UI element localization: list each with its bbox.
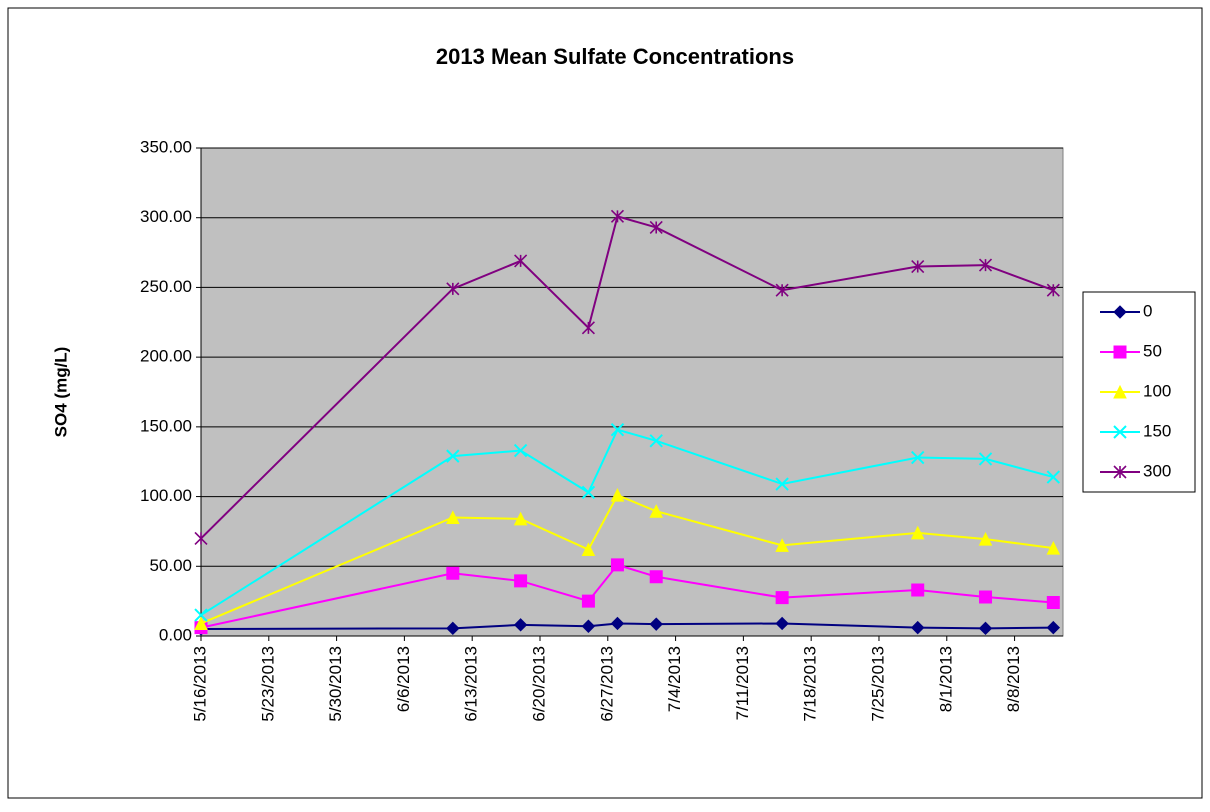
data-point [513, 618, 528, 632]
series-line [200, 622, 1054, 631]
data-point [610, 616, 625, 631]
data-point [911, 259, 925, 274]
plot-area [200, 147, 1064, 637]
y-tick-label: 300.00 [140, 207, 192, 226]
data-point [610, 209, 625, 223]
data-point [446, 282, 460, 296]
legend-marker [1113, 425, 1127, 439]
x-tick-label: 6/20/2013 [529, 646, 548, 722]
data-point [775, 616, 789, 631]
series-line [200, 428, 1054, 616]
x-tick-label: 7/25/2013 [868, 646, 887, 722]
data-point [581, 321, 595, 335]
data-point [194, 616, 208, 630]
data-point [446, 510, 460, 524]
data-point [446, 621, 460, 636]
data-point [649, 617, 663, 631]
data-point [978, 258, 993, 272]
y-axis-label: SO4 (mg/L) [51, 347, 70, 438]
data-point [446, 449, 460, 463]
data-point [979, 590, 993, 604]
x-tick-label: 7/4/2013 [665, 646, 684, 712]
legend-label: 50 [1143, 341, 1162, 360]
data-point [581, 594, 595, 608]
data-point [775, 591, 789, 605]
y-tick-label: 50.00 [149, 556, 192, 575]
x-tick-label: 6/27/2013 [597, 646, 616, 722]
legend-marker [1113, 384, 1127, 399]
legend-label: 150 [1143, 421, 1171, 440]
data-point [194, 608, 208, 622]
data-point [1046, 620, 1061, 635]
legend-marker [1113, 465, 1127, 479]
y-tick-label: 350.00 [140, 137, 192, 156]
legend-label: 0 [1143, 301, 1152, 320]
x-tick-label: 8/8/2013 [1004, 646, 1023, 712]
data-point [911, 620, 925, 635]
data-point [978, 531, 993, 546]
series-line [200, 215, 1054, 540]
chart-title: 2013 Mean Sulfate Concentrations [436, 44, 794, 69]
legend-label: 100 [1143, 381, 1171, 400]
data-point [446, 566, 460, 580]
data-point [649, 220, 663, 235]
y-tick-label: 150.00 [140, 416, 192, 435]
data-point [581, 619, 596, 633]
data-point [581, 485, 596, 500]
y-tick-label: 250.00 [140, 277, 192, 296]
data-point [514, 574, 528, 588]
x-tick-label: 5/16/2013 [190, 646, 209, 722]
data-point [514, 254, 528, 268]
x-tick-label: 7/11/2013 [733, 646, 752, 720]
data-point [513, 511, 528, 526]
legend-marker [1113, 305, 1127, 319]
x-tick-label: 7/18/2013 [801, 646, 820, 722]
series-line [200, 493, 1054, 625]
data-point [649, 504, 664, 518]
data-point [1046, 470, 1061, 484]
data-point [911, 450, 925, 465]
data-point [194, 531, 208, 545]
data-point [910, 525, 925, 540]
y-tick-label: 200.00 [140, 347, 192, 366]
data-point [775, 283, 789, 297]
data-point [610, 422, 625, 437]
data-point [1046, 596, 1060, 610]
x-tick-label: 8/1/2013 [936, 646, 955, 712]
data-point [649, 570, 663, 584]
y-tick-label: 0.00 [159, 625, 192, 644]
data-point [775, 477, 789, 491]
data-point [911, 583, 925, 597]
x-tick-label: 6/6/2013 [394, 646, 413, 712]
legend-label: 300 [1143, 461, 1171, 480]
data-point [1046, 283, 1060, 297]
series-line [200, 563, 1054, 629]
x-tick-label: 6/13/2013 [462, 646, 481, 722]
y-tick-label: 100.00 [140, 486, 192, 505]
x-tick-label: 5/30/2013 [326, 646, 345, 722]
legend-marker [1113, 345, 1127, 359]
data-point [610, 558, 624, 572]
data-point [978, 621, 993, 636]
data-point [649, 434, 663, 448]
data-point [513, 443, 528, 458]
data-point [581, 542, 596, 557]
data-point [610, 488, 625, 502]
x-tick-label: 5/23/2013 [258, 646, 277, 722]
data-point [775, 538, 789, 552]
data-point [978, 452, 993, 466]
data-point [1046, 541, 1061, 555]
